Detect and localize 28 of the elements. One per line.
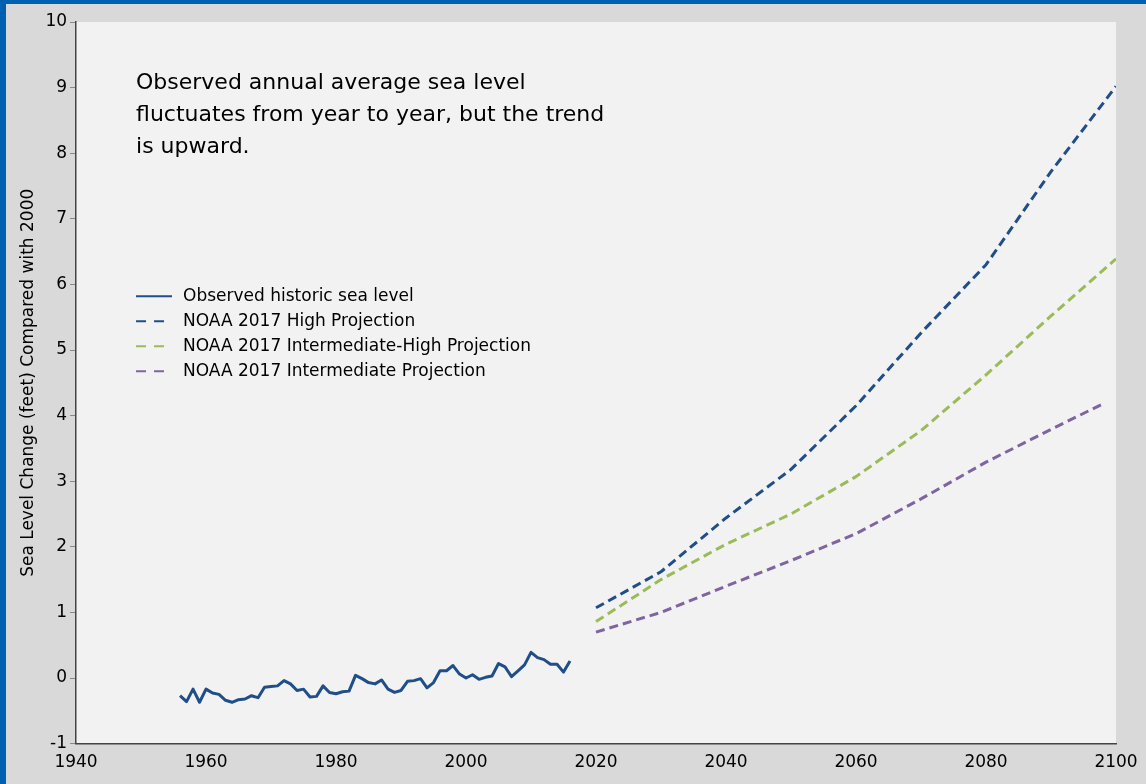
x-tick-label: 2000: [444, 751, 488, 772]
y-tick-label: 6: [56, 272, 68, 293]
x-tick-label: 2100: [1094, 751, 1138, 772]
x-tick-label: 2040: [704, 751, 748, 772]
y-tick-label: 5: [56, 338, 68, 359]
x-tick-label: 1960: [184, 751, 228, 772]
legend-label: NOAA 2017 Intermediate Projection: [183, 359, 486, 380]
line-series: [594, 257, 1116, 624]
y-tick-label: -1: [50, 732, 68, 753]
annotation: Observed annual average sea level fluctuates from year to year, but the trend is upward.: [136, 68, 605, 158]
y-tick-label: 7: [56, 207, 68, 228]
x-tick-label: 2020: [574, 751, 618, 772]
y-tick-label: 1: [56, 600, 68, 621]
y-tick-label: 8: [56, 141, 68, 162]
x-tick-label: 1940: [54, 751, 98, 772]
x-tick-label: 1980: [314, 751, 358, 772]
y-tick-label: 4: [56, 404, 68, 425]
y-tick-label: 9: [56, 76, 68, 97]
x-tick-label: 2060: [834, 751, 878, 772]
x-tick-label: 2080: [964, 751, 1008, 772]
y-axis-title: Sea Level Change (feet) Compared with 2000: [16, 188, 37, 577]
y-tick-label: 10: [45, 10, 68, 31]
legend-label: NOAA 2017 Intermediate-High Projection: [183, 334, 531, 355]
y-tick-label: 0: [56, 666, 68, 687]
y-tick-label: 3: [56, 469, 68, 490]
y-tick-label: 2: [56, 535, 68, 556]
legend-label: Observed historic sea level: [183, 284, 414, 305]
legend-label: NOAA 2017 High Projection: [183, 309, 416, 330]
